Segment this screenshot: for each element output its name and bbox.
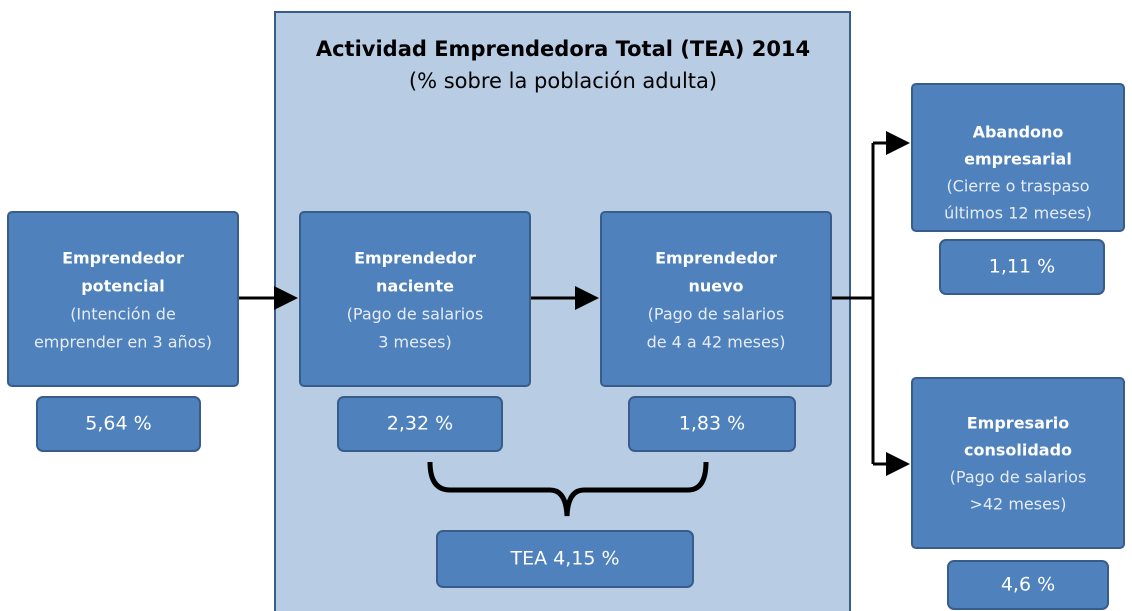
node-box xyxy=(299,211,531,387)
total-value: TEA 4,15 % xyxy=(509,548,619,570)
node-description: >42 meses) xyxy=(969,495,1066,514)
connector xyxy=(831,143,875,464)
node-box xyxy=(600,211,832,387)
node-value: 2,32 % xyxy=(387,413,453,435)
value-box xyxy=(628,396,796,452)
node-description: (Pago de salarios xyxy=(648,305,785,324)
node-title: Emprendedor xyxy=(655,249,777,268)
node-description: (Intención de xyxy=(70,305,176,324)
node-description: emprender en 3 años) xyxy=(34,333,212,352)
node-title: nuevo xyxy=(688,277,743,296)
node-title: empresarial xyxy=(964,150,1072,169)
value-box xyxy=(337,396,503,452)
node-value: 1,11 % xyxy=(989,256,1055,278)
node-title: Emprendedor xyxy=(354,249,476,268)
subtitle: (% sobre la población adulta) xyxy=(409,69,717,93)
node-title: Empresario xyxy=(967,414,1069,433)
brace xyxy=(427,461,709,517)
node-title: Abandono xyxy=(973,123,1064,142)
node-description: de 4 a 42 meses) xyxy=(647,333,786,352)
node-title: consolidado xyxy=(964,441,1072,460)
node-title: potencial xyxy=(81,277,165,296)
node-value: 1,83 % xyxy=(679,413,745,435)
node-title: Emprendedor xyxy=(62,249,184,268)
node-box xyxy=(7,211,239,387)
nodes: Emprendedor potencial (Intención de emprend… xyxy=(7,83,1125,610)
value-box xyxy=(36,396,201,452)
node-description: últimos 12 meses) xyxy=(944,204,1092,223)
node-description: (Pago de salarios xyxy=(347,305,484,324)
node-box xyxy=(911,377,1125,549)
node-description: 3 meses) xyxy=(378,333,451,352)
node-value: 4,6 % xyxy=(1001,574,1055,596)
node-title: naciente xyxy=(376,277,454,296)
node-box xyxy=(911,83,1125,232)
node-value: 5,64 % xyxy=(85,413,151,435)
value-box xyxy=(947,560,1109,610)
node-description: (Pago de salarios xyxy=(950,468,1087,487)
title: Actividad Emprendedora Total (TEA) 2014 xyxy=(316,37,810,61)
total-box xyxy=(436,530,694,588)
node-description: (Cierre o traspaso xyxy=(946,177,1089,196)
value-box xyxy=(939,239,1105,295)
